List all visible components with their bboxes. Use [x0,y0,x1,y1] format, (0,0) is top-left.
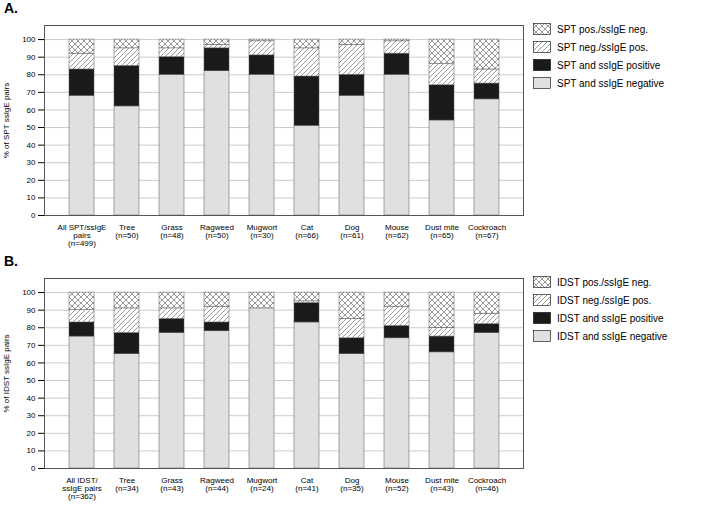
svg-text:Mouse(n=62): Mouse(n=62) [385,223,410,240]
svg-text:All IDST/ssIgE pairs(n=362): All IDST/ssIgE pairs(n=362) [62,476,102,501]
html-text:SPT neg./ssIgE pos.: SPT neg./ssIgE pos. [557,41,648,53]
svg-text:70: 70 [27,88,36,97]
html-text:B.: B. [4,253,18,269]
html-text:A.: A. [4,0,18,16]
html-text:SPT and ssIgE negative: SPT and ssIgE negative [557,77,665,89]
svg-text:60: 60 [27,106,36,115]
svg-text:Mugwort(n=30): Mugwort(n=30) [247,223,278,240]
svg-text:90: 90 [27,306,36,315]
html-text:IDST neg./ssIgE pos.: IDST neg./ssIgE pos. [557,294,652,306]
svg-text:% of SPT ssIgE pairs: % of SPT ssIgE pairs [2,83,11,158]
svg-text:Tree(n=34): Tree(n=34) [115,476,139,493]
svg-text:10: 10 [27,193,36,202]
svg-text:80: 80 [27,70,36,79]
html-text:IDST and ssIgE negative: IDST and ssIgE negative [557,330,668,342]
svg-text:Mouse(n=52): Mouse(n=52) [385,476,410,493]
svg-text:Cockroach(n=67): Cockroach(n=67) [468,223,506,240]
svg-text:80: 80 [27,323,36,332]
svg-text:Ragweed(n=44): Ragweed(n=44) [200,476,234,493]
svg-text:50: 50 [27,123,36,132]
svg-text:70: 70 [27,341,36,350]
svg-text:40: 40 [27,141,36,150]
svg-text:Cat(n=66): Cat(n=66) [295,223,319,240]
svg-text:100: 100 [22,35,36,44]
svg-text:30: 30 [27,158,36,167]
svg-text:Grass(n=48): Grass(n=48) [160,223,184,240]
svg-text:60: 60 [27,359,36,368]
svg-text:All SPT/ssIgEpairs(n=499): All SPT/ssIgEpairs(n=499) [58,223,107,248]
svg-text:0: 0 [31,211,36,220]
svg-text:Mugwort(n=24): Mugwort(n=24) [247,476,278,493]
svg-text:Dust mite(n=65): Dust mite(n=65) [425,223,459,240]
html-text:SPT pos./ssIgE neg.: SPT pos./ssIgE neg. [557,23,648,35]
html-text:IDST pos./ssIgE neg.: IDST pos./ssIgE neg. [557,276,652,288]
svg-text:Dust mite(n=43): Dust mite(n=43) [425,476,459,493]
svg-text:Cockroach(n=46): Cockroach(n=46) [468,476,506,493]
svg-text:Ragweed(n=50): Ragweed(n=50) [200,223,234,240]
svg-text:100: 100 [22,288,36,297]
svg-text:Grass(n=43): Grass(n=43) [160,476,184,493]
svg-text:20: 20 [27,176,36,185]
svg-text:50: 50 [27,376,36,385]
svg-text:Tree(n=50): Tree(n=50) [115,223,139,240]
svg-text:Dog(n=35): Dog(n=35) [340,476,364,493]
svg-text:10: 10 [27,446,36,455]
svg-text:0: 0 [31,464,36,473]
svg-text:40: 40 [27,394,36,403]
svg-text:Dog(n=61): Dog(n=61) [340,223,364,240]
svg-text:Cat(n=41): Cat(n=41) [295,476,319,493]
svg-text:% of IDST ssIgE pairs: % of IDST ssIgE pairs [2,334,11,412]
html-text:SPT and ssIgE positive: SPT and ssIgE positive [557,59,661,71]
html-text:IDST and ssIgE positive: IDST and ssIgE positive [557,312,664,324]
svg-text:90: 90 [27,53,36,62]
svg-text:30: 30 [27,411,36,420]
svg-text:20: 20 [27,429,36,438]
